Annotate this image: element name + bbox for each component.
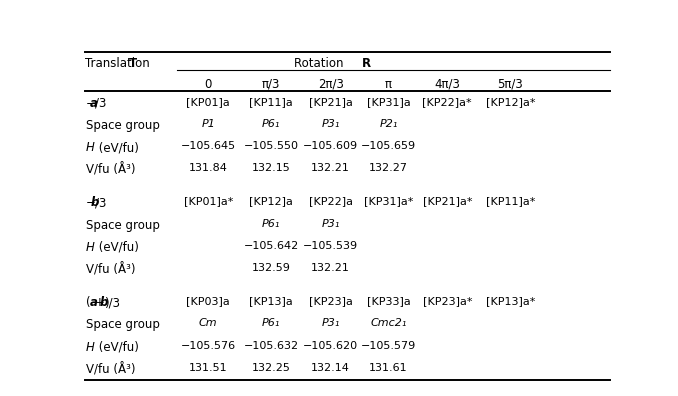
Text: −105.576: −105.576 <box>180 341 236 350</box>
Text: H: H <box>86 341 95 354</box>
Text: /3: /3 <box>95 196 106 209</box>
Text: H: H <box>86 141 95 154</box>
Text: [KP21]a: [KP21]a <box>308 97 353 107</box>
Text: Space group: Space group <box>86 219 160 232</box>
Text: 132.14: 132.14 <box>311 363 350 373</box>
Text: (eV/fu): (eV/fu) <box>95 141 139 154</box>
Text: 132.21: 132.21 <box>311 164 350 173</box>
Text: P6₁: P6₁ <box>262 318 281 328</box>
Text: [KP21]a*: [KP21]a* <box>422 196 472 206</box>
Text: −105.645: −105.645 <box>180 141 236 151</box>
Text: [KP22]a*: [KP22]a* <box>422 97 472 107</box>
Text: −105.642: −105.642 <box>243 241 299 251</box>
Text: −: − <box>86 97 96 110</box>
Text: −105.609: −105.609 <box>303 141 358 151</box>
Text: P3₁: P3₁ <box>321 318 340 328</box>
Text: Cmc2₁: Cmc2₁ <box>370 318 407 328</box>
Text: 132.25: 132.25 <box>252 363 291 373</box>
Text: +: + <box>95 296 105 309</box>
Text: [KP31]a: [KP31]a <box>367 97 410 107</box>
Text: (eV/fu): (eV/fu) <box>95 241 139 254</box>
Text: 131.61: 131.61 <box>369 363 407 373</box>
Text: P6₁: P6₁ <box>262 119 281 129</box>
Text: −105.632: −105.632 <box>243 341 299 350</box>
Text: 132.15: 132.15 <box>252 164 291 173</box>
Text: [KP31]a*: [KP31]a* <box>364 196 413 206</box>
Text: −105.659: −105.659 <box>361 141 416 151</box>
Text: P6₁: P6₁ <box>262 219 281 228</box>
Text: [KP01]a: [KP01]a <box>186 97 230 107</box>
Text: 0: 0 <box>205 78 212 91</box>
Text: V/fu (Å³): V/fu (Å³) <box>86 263 136 277</box>
Text: [KP11]a: [KP11]a <box>250 97 293 107</box>
Text: −105.620: −105.620 <box>303 341 358 350</box>
Text: 131.51: 131.51 <box>189 363 228 373</box>
Text: Translation: Translation <box>85 57 154 70</box>
Text: [KP22]a: [KP22]a <box>308 196 353 206</box>
Text: 2π/3: 2π/3 <box>318 78 344 91</box>
Text: P3₁: P3₁ <box>321 119 340 129</box>
Text: V/fu (Å³): V/fu (Å³) <box>86 363 136 376</box>
Text: [KP13]a*: [KP13]a* <box>485 296 535 306</box>
Text: R: R <box>362 57 372 70</box>
Text: [KP12]a: [KP12]a <box>250 196 293 206</box>
Text: b: b <box>100 296 108 309</box>
Text: 132.59: 132.59 <box>252 263 291 273</box>
Text: H: H <box>86 241 95 254</box>
Text: 132.21: 132.21 <box>311 263 350 273</box>
Text: 132.27: 132.27 <box>369 164 408 173</box>
Text: /3: /3 <box>95 97 106 110</box>
Text: [KP03]a: [KP03]a <box>186 296 230 306</box>
Text: 4π/3: 4π/3 <box>435 78 460 91</box>
Text: Space group: Space group <box>86 119 160 132</box>
Text: π: π <box>385 78 392 91</box>
Text: −105.579: −105.579 <box>361 341 416 350</box>
Text: b: b <box>90 196 98 209</box>
Text: −: − <box>86 196 96 209</box>
Text: T: T <box>129 57 137 70</box>
Text: (eV/fu): (eV/fu) <box>95 341 139 354</box>
Text: [KP01]a*: [KP01]a* <box>184 196 233 206</box>
Text: [KP23]a*: [KP23]a* <box>422 296 472 306</box>
Text: V/fu (Å³): V/fu (Å³) <box>86 164 136 177</box>
Text: −105.550: −105.550 <box>244 141 299 151</box>
Text: [KP23]a: [KP23]a <box>308 296 353 306</box>
Text: (: ( <box>86 296 90 309</box>
Text: Rotation: Rotation <box>294 57 348 70</box>
Text: [KP13]a: [KP13]a <box>250 296 293 306</box>
Text: Space group: Space group <box>86 318 160 331</box>
Text: )/3: )/3 <box>104 296 120 309</box>
Text: a: a <box>90 97 98 110</box>
Text: [KP12]a*: [KP12]a* <box>485 97 535 107</box>
Text: 131.84: 131.84 <box>188 164 228 173</box>
Text: π/3: π/3 <box>262 78 281 91</box>
Text: Cm: Cm <box>199 318 218 328</box>
Text: P2₁: P2₁ <box>379 119 398 129</box>
Text: P3₁: P3₁ <box>321 219 340 228</box>
Text: [KP11]a*: [KP11]a* <box>485 196 535 206</box>
Text: P1: P1 <box>201 119 215 129</box>
Text: −105.539: −105.539 <box>303 241 358 251</box>
Text: a: a <box>90 296 98 309</box>
Text: 5π/3: 5π/3 <box>498 78 523 91</box>
Text: [KP33]a: [KP33]a <box>367 296 410 306</box>
